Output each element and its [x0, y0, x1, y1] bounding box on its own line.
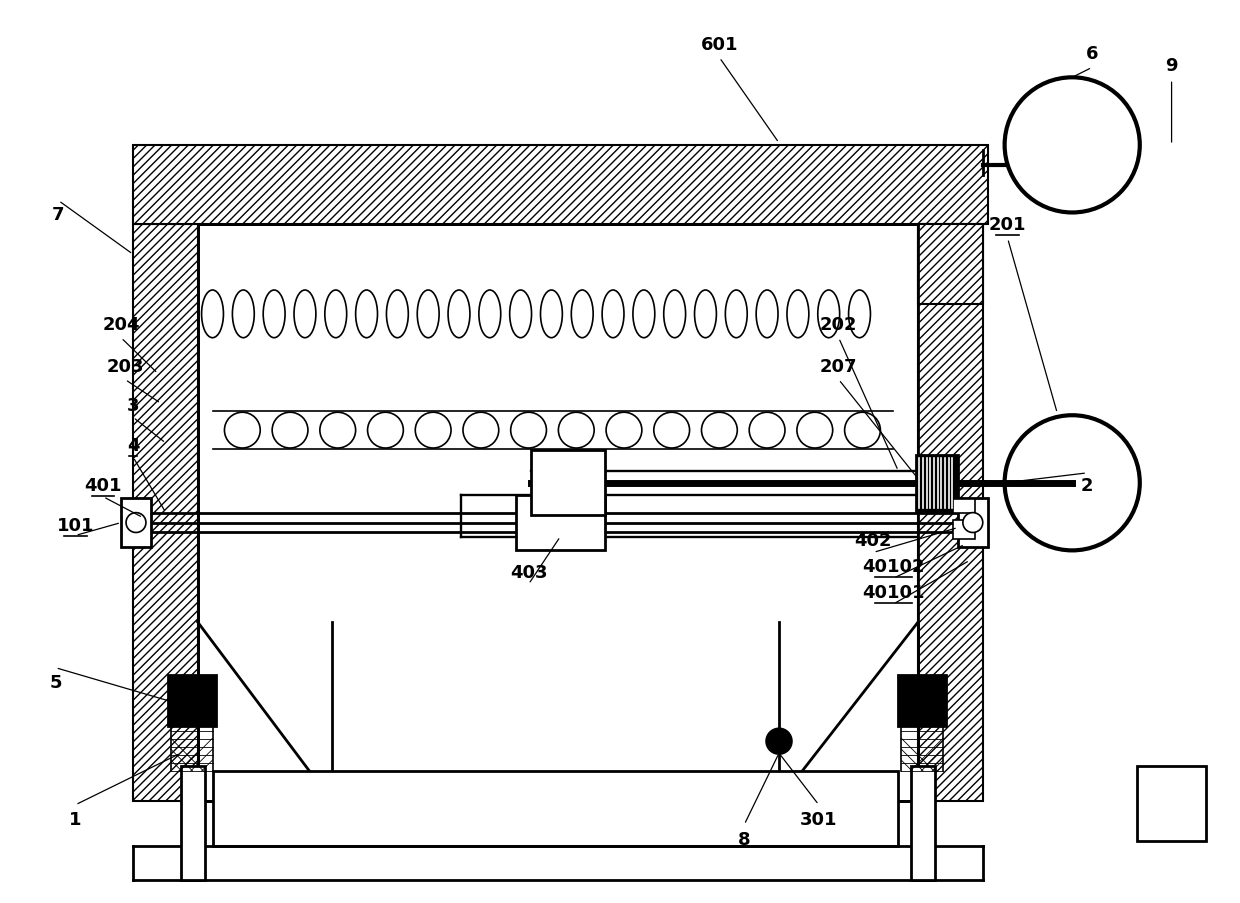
Circle shape [367, 413, 403, 449]
Ellipse shape [694, 291, 717, 339]
Ellipse shape [387, 291, 408, 339]
Ellipse shape [603, 291, 624, 339]
Text: 6: 6 [1086, 45, 1099, 63]
Bar [954, 499, 975, 513]
Text: 1: 1 [69, 810, 82, 828]
Text: 4: 4 [126, 436, 139, 454]
Ellipse shape [325, 291, 347, 339]
Circle shape [702, 413, 738, 449]
Circle shape [224, 413, 260, 449]
Bar [167, 675, 216, 727]
Circle shape [272, 413, 308, 449]
Bar [911, 767, 935, 880]
Text: 202: 202 [820, 315, 857, 333]
Bar [212, 771, 898, 845]
Text: 101: 101 [57, 516, 94, 534]
Circle shape [511, 413, 547, 449]
Ellipse shape [263, 291, 285, 339]
Text: 601: 601 [701, 35, 738, 53]
Ellipse shape [479, 291, 501, 339]
Text: 3: 3 [126, 396, 139, 414]
Ellipse shape [756, 291, 777, 339]
Circle shape [463, 413, 498, 449]
Bar [122, 498, 151, 548]
Bar [516, 495, 605, 551]
Circle shape [766, 729, 792, 754]
Circle shape [558, 413, 594, 449]
Ellipse shape [356, 291, 377, 339]
Circle shape [797, 413, 833, 449]
Bar [133, 145, 988, 225]
Text: 301: 301 [800, 810, 837, 828]
Ellipse shape [572, 291, 593, 339]
Bar [959, 498, 988, 548]
Bar [197, 225, 918, 801]
Text: 9: 9 [1166, 57, 1178, 75]
Bar [918, 225, 983, 304]
Bar [1137, 767, 1207, 841]
Bar [898, 675, 946, 727]
Bar [954, 520, 975, 540]
Ellipse shape [448, 291, 470, 339]
Ellipse shape [417, 291, 439, 339]
Circle shape [320, 413, 356, 449]
Text: 207: 207 [820, 357, 857, 375]
Bar [918, 225, 983, 801]
Circle shape [963, 513, 983, 533]
Text: 204: 204 [103, 315, 140, 333]
Circle shape [653, 413, 689, 449]
Bar [916, 455, 959, 511]
Circle shape [606, 413, 642, 449]
Ellipse shape [202, 291, 223, 339]
Bar [133, 225, 197, 801]
Circle shape [126, 513, 146, 533]
Text: 40102: 40102 [862, 558, 925, 575]
Circle shape [1004, 79, 1140, 213]
Ellipse shape [510, 291, 532, 339]
Ellipse shape [817, 291, 839, 339]
Ellipse shape [848, 291, 870, 339]
Circle shape [844, 413, 880, 449]
Bar [181, 767, 205, 880]
Ellipse shape [294, 291, 316, 339]
Text: 401: 401 [84, 476, 122, 494]
Circle shape [415, 413, 451, 449]
Text: 201: 201 [988, 216, 1027, 234]
Bar [531, 451, 605, 515]
Ellipse shape [787, 291, 808, 339]
Ellipse shape [663, 291, 686, 339]
Text: 402: 402 [854, 532, 893, 550]
Ellipse shape [725, 291, 748, 339]
Text: 203: 203 [107, 357, 144, 375]
Text: 5: 5 [50, 673, 62, 691]
Ellipse shape [632, 291, 655, 339]
Ellipse shape [232, 291, 254, 339]
Text: 7: 7 [52, 206, 64, 224]
Ellipse shape [541, 291, 563, 339]
Text: 403: 403 [510, 563, 547, 582]
Text: 40101: 40101 [862, 583, 925, 601]
Text: 8: 8 [738, 830, 750, 848]
Text: 2: 2 [1081, 476, 1094, 494]
Circle shape [1004, 415, 1140, 551]
Circle shape [749, 413, 785, 449]
